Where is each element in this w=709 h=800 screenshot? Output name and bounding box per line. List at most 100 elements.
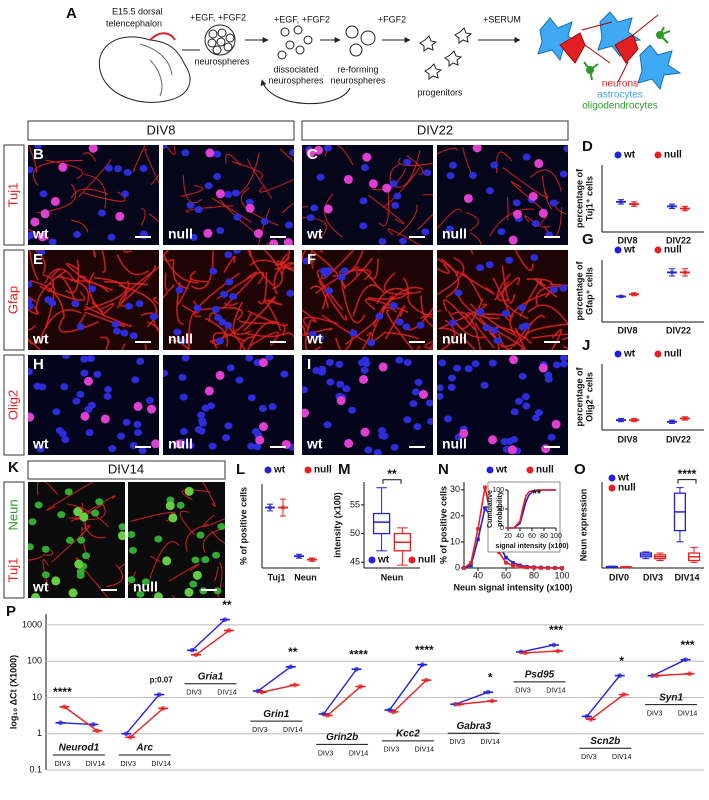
point	[189, 647, 195, 653]
step-label: +SERUM	[483, 14, 521, 24]
fiber	[501, 265, 516, 304]
point	[669, 419, 675, 424]
nucleus	[286, 289, 294, 297]
step-label: +FGF2	[378, 14, 406, 24]
point	[621, 692, 627, 697]
panel-letter: A	[66, 5, 77, 22]
category-label: Neun	[381, 572, 404, 582]
category-label: Syn1	[659, 692, 683, 703]
point	[669, 204, 675, 209]
genotype-label: null	[442, 226, 467, 242]
nucleus	[437, 392, 444, 400]
fiber	[335, 337, 342, 350]
point	[504, 555, 508, 560]
nucleus	[247, 442, 256, 450]
category-label: DIV14	[674, 572, 699, 582]
fiber	[352, 284, 385, 317]
nucleus	[218, 318, 227, 326]
soma	[306, 148, 316, 158]
nucleus	[189, 580, 198, 588]
nucleus	[398, 237, 407, 245]
nucleus	[468, 171, 477, 179]
fiber	[361, 331, 372, 350]
nucleus	[62, 355, 71, 359]
fiber	[311, 250, 347, 290]
fiber	[28, 555, 43, 561]
panel-letter: E	[33, 251, 43, 268]
legend-label: null	[418, 555, 436, 566]
micrograph	[28, 355, 159, 455]
y-tick-label: 20	[450, 510, 460, 520]
point	[618, 199, 624, 205]
nucleus	[80, 355, 89, 363]
nucleus	[253, 443, 262, 451]
fiber	[377, 250, 380, 251]
micrograph	[163, 250, 294, 350]
nucleus	[77, 536, 86, 544]
panel-letter: L	[236, 461, 245, 478]
fiber	[50, 268, 61, 279]
nucleus	[389, 180, 398, 188]
fiber	[75, 502, 105, 521]
nucleus	[245, 198, 254, 206]
soma	[283, 238, 293, 245]
point	[358, 684, 363, 689]
category-label: Kcc2	[396, 729, 420, 740]
nucleus	[348, 406, 357, 414]
fiber	[456, 270, 495, 295]
stage-label: neurospheres	[194, 56, 250, 66]
point	[654, 673, 660, 679]
fiber	[246, 158, 273, 199]
fiber	[437, 208, 462, 229]
fiber	[28, 296, 37, 303]
fiber	[247, 320, 279, 350]
soma	[80, 411, 90, 421]
soma	[538, 363, 548, 373]
fiber	[534, 278, 558, 298]
subcategory-label: DIV14	[151, 761, 171, 768]
panel-letter: D	[582, 138, 593, 155]
soma	[359, 374, 369, 384]
soma	[534, 159, 544, 169]
panel-letter: N	[438, 461, 449, 478]
point	[618, 417, 624, 423]
nucleus	[531, 219, 540, 227]
nucleus	[72, 397, 81, 405]
fiber	[99, 336, 109, 350]
nucleus	[222, 434, 231, 442]
nucleus	[139, 232, 148, 240]
nucleus	[194, 206, 203, 214]
nucleus	[367, 339, 376, 347]
fiber	[263, 300, 282, 332]
nucleus	[425, 399, 433, 407]
fiber	[121, 343, 126, 350]
y-axis-label: Cumulative	[487, 490, 494, 528]
y-tick-label: 0	[500, 525, 504, 532]
fiber	[314, 265, 360, 295]
fiber	[223, 255, 236, 273]
category-label: DIV8	[617, 235, 637, 245]
fiber	[378, 186, 390, 227]
background	[302, 250, 433, 350]
legend-label: null	[536, 465, 554, 476]
fiber	[144, 344, 148, 350]
point	[618, 294, 624, 299]
fiber	[304, 319, 322, 350]
legend-swatch	[614, 151, 622, 159]
nucleus	[559, 284, 568, 292]
fiber	[84, 311, 126, 328]
fiber	[148, 541, 180, 580]
panel-letter: O	[574, 461, 586, 478]
fiber	[140, 312, 159, 319]
nucleus	[493, 337, 502, 345]
column-header: DIV14	[108, 461, 144, 476]
panel-letter: I	[307, 356, 311, 373]
point	[483, 485, 487, 490]
nucleus	[522, 402, 531, 410]
nucleus	[402, 323, 411, 331]
fiber	[385, 305, 406, 340]
nucleus	[186, 201, 195, 209]
subcategory-label: DIV3	[252, 727, 268, 734]
point	[325, 713, 331, 718]
background	[302, 145, 433, 245]
